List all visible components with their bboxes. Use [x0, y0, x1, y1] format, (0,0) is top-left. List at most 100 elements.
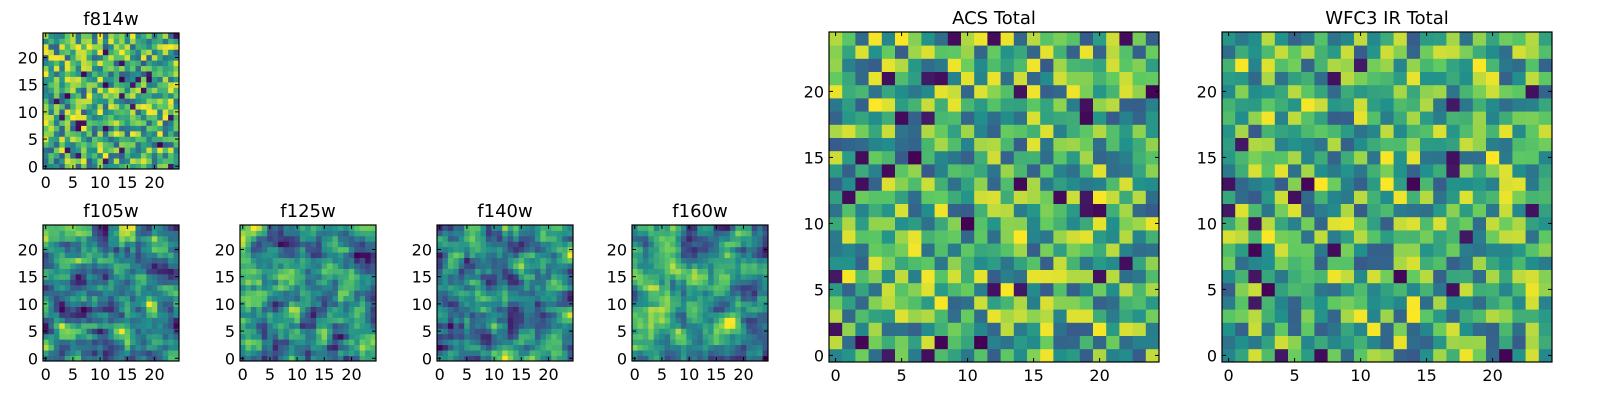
heatmap-cell: [648, 301, 655, 307]
heatmap-cell: [648, 306, 655, 313]
heatmap-cell: [278, 328, 284, 335]
heatmap-cell: [842, 348, 856, 363]
heatmap-cell: [659, 241, 666, 248]
heatmap-cell: [518, 246, 525, 253]
heatmap-cell: [48, 60, 55, 67]
heatmap-cell: [534, 333, 541, 340]
heatmap-cell: [934, 111, 949, 125]
heatmap-cell: [337, 317, 344, 324]
heatmap-cell: [146, 163, 153, 170]
heatmap-cell: [1222, 203, 1236, 218]
heatmap-cell: [162, 328, 169, 335]
heatmap-cell: [735, 225, 742, 231]
heatmap-cell: [895, 203, 909, 218]
heatmap-cell: [140, 65, 147, 72]
heatmap-cell: [1525, 348, 1540, 363]
heatmap-cell: [447, 235, 454, 242]
heatmap-cell: [529, 246, 536, 253]
heatmap-cell: [102, 279, 109, 286]
heatmap-cell: [1486, 296, 1500, 310]
heatmap-cell: [130, 284, 136, 291]
heatmap-cell: [480, 295, 487, 302]
heatmap-cell: [686, 350, 693, 356]
heatmap-cell: [1406, 84, 1421, 99]
heatmap-cell: [556, 344, 563, 351]
heatmap-cell: [458, 268, 465, 275]
heatmap-cell: [1288, 230, 1302, 244]
heatmap-cell: [91, 65, 98, 72]
heatmap-cell: [740, 328, 747, 335]
heatmap-cell: [310, 333, 317, 340]
heatmap-cell: [642, 322, 649, 329]
heatmap-cell: [1327, 124, 1342, 138]
heatmap-cell: [240, 333, 246, 340]
heatmap-cell: [740, 246, 747, 253]
heatmap-cell: [1079, 269, 1094, 284]
heatmap-cell: [75, 147, 82, 154]
heatmap-cell: [567, 306, 574, 313]
heatmap-cell: [157, 87, 164, 94]
heatmap-cell: [337, 306, 344, 313]
heatmap-cell: [119, 81, 125, 88]
heatmap-cell: [348, 317, 355, 324]
heatmap-cell: [659, 235, 666, 242]
heatmap-cell: [53, 284, 60, 291]
heatmap-cell: [1053, 71, 1067, 86]
heatmap-cell: [1274, 71, 1289, 86]
heatmap-cell: [751, 312, 758, 318]
heatmap-cell: [458, 273, 465, 280]
heatmap-cell: [480, 290, 487, 297]
heatmap-cell: [299, 290, 306, 297]
heatmap-cell: [653, 301, 660, 307]
heatmap-cell: [70, 273, 77, 280]
heatmap-cell: [1261, 177, 1276, 191]
heatmap-cell: [1499, 150, 1513, 165]
heatmap-cell: [529, 263, 536, 269]
heatmap-cell: [1367, 84, 1381, 99]
heatmap-cell: [162, 225, 169, 231]
heatmap-cell: [1248, 32, 1262, 46]
heatmap-cell: [724, 306, 731, 313]
x-tick-label: 15: [117, 365, 137, 384]
heatmap-cell: [637, 350, 644, 356]
heatmap-cell: [475, 350, 481, 356]
heatmap-cell: [895, 84, 909, 99]
heatmap-cell: [855, 243, 869, 257]
heatmap-cell: [659, 268, 666, 275]
heatmap-cell: [513, 257, 519, 264]
heatmap-cell: [130, 43, 136, 50]
heatmap-cell: [1248, 45, 1262, 59]
heatmap-cell: [1274, 322, 1289, 336]
y-tick-label: 10: [18, 295, 38, 314]
heatmap-cell: [934, 98, 949, 112]
heatmap-cell: [1119, 216, 1133, 231]
heatmap-cell: [250, 230, 257, 237]
heatmap-cell: [1301, 84, 1315, 99]
heatmap-cell: [895, 282, 909, 297]
heatmap-cell: [680, 257, 687, 264]
heatmap-cell: [102, 273, 109, 280]
heatmap-cell: [1380, 58, 1394, 72]
heatmap-cell: [653, 257, 660, 264]
heatmap-cell: [540, 235, 547, 242]
heatmap-cell: [140, 252, 147, 259]
heatmap-cell: [91, 152, 98, 159]
heatmap-cell: [256, 350, 263, 356]
x-tick-label: 10: [484, 365, 504, 384]
heatmap-cell: [337, 241, 344, 248]
heatmap-cell: [81, 328, 87, 335]
heatmap-cell: [653, 273, 660, 280]
heatmap-cell: [299, 257, 306, 264]
heatmap-cell: [370, 268, 377, 275]
heatmap-cell: [108, 263, 115, 269]
heatmap-cell: [829, 256, 843, 270]
heatmap-cell: [713, 284, 720, 291]
heatmap-cell: [48, 290, 55, 297]
heatmap-cell: [708, 235, 714, 242]
heatmap-cell: [327, 350, 333, 356]
heatmap-cell: [299, 355, 306, 362]
heatmap-cell: [513, 263, 519, 269]
heatmap-cell: [48, 76, 55, 83]
heatmap-cell: [1274, 124, 1289, 138]
heatmap-cell: [91, 279, 98, 286]
